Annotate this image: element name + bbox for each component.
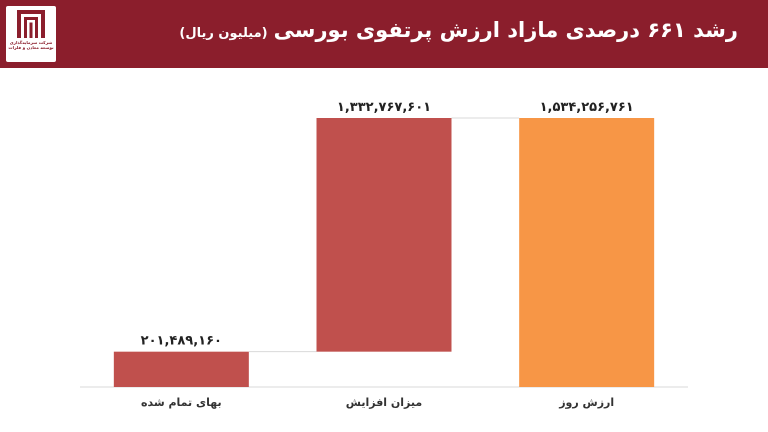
data-label: ۱,۵۳۴,۲۵۶,۷۶۱ [540, 100, 634, 115]
logo-text-line-1: شرکت سرمایه‌گذاری [9, 40, 53, 45]
page-title: رشد ۶۶۱ درصدی مازاد ارزش پرتفوی بورسی (می… [179, 18, 738, 42]
bar [519, 118, 655, 387]
title-unit: (میلیون ریال) [179, 26, 268, 41]
bar [113, 351, 249, 387]
category-label: ارزش روز [558, 396, 614, 409]
waterfall-chart: ۲۰۱,۴۸۹,۱۶۰ بهای تمام شده ۱,۳۳۲,۷۶۷,۶۰۱ میز… [80, 100, 688, 409]
category-label: میزان افزایش [346, 396, 422, 409]
logo-text-line-2: توسعه معادن و فلزات [8, 45, 54, 51]
data-label: ۱,۳۳۲,۷۶۷,۶۰۱ [337, 100, 431, 115]
title-text: رشد ۶۶۱ درصدی مازاد ارزش پرتفوی بورسی [273, 18, 738, 42]
logo-text: شرکت سرمایه‌گذاری توسعه معادن و فلزات [8, 40, 54, 50]
bar [316, 118, 452, 352]
header-bar: شرکت سرمایه‌گذاری توسعه معادن و فلزات رش… [0, 0, 768, 68]
logo-mark-icon [17, 10, 45, 38]
company-logo: شرکت سرمایه‌گذاری توسعه معادن و فلزات [6, 6, 56, 62]
data-label: ۲۰۱,۴۸۹,۱۶۰ [141, 334, 222, 349]
category-label: بهای تمام شده [141, 396, 222, 409]
